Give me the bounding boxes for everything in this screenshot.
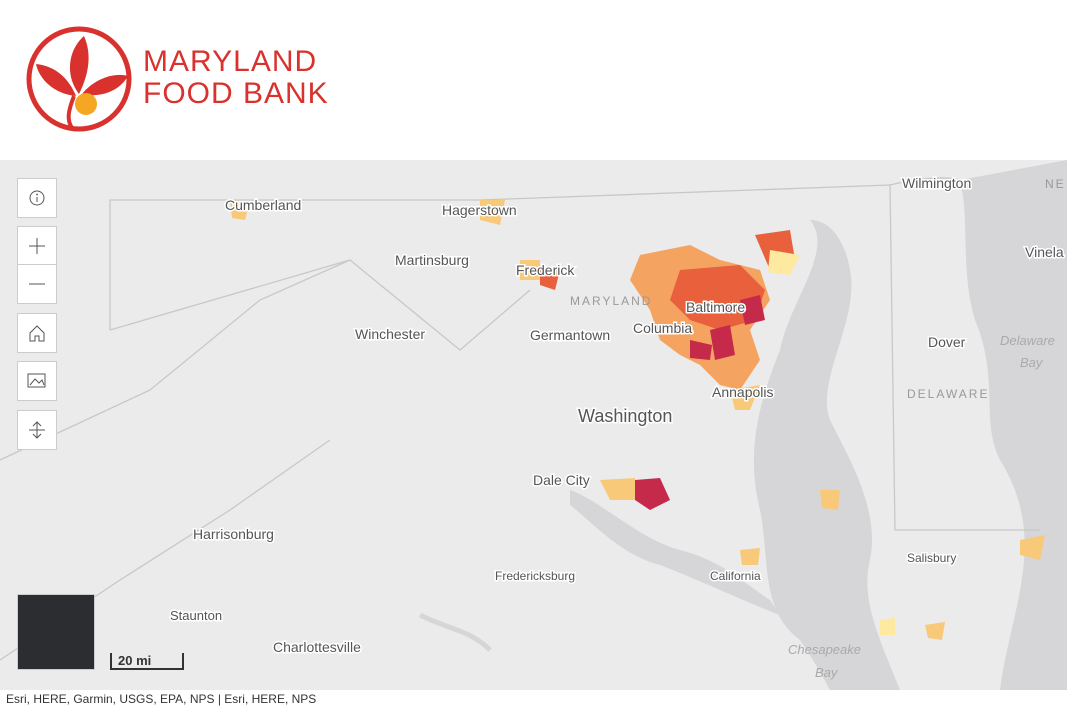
place-label: Cumberland	[225, 197, 301, 213]
locate-button[interactable]	[17, 410, 57, 450]
place-label: Annapolis	[712, 384, 774, 400]
place-label: Fredericksburg	[495, 569, 575, 583]
place-label: Frederick	[516, 262, 575, 278]
basemap-button[interactable]	[17, 361, 57, 401]
place-label: Winchester	[355, 326, 425, 342]
home-button[interactable]	[17, 313, 57, 353]
place-label: Vinela	[1025, 244, 1064, 260]
water-label: Bay	[1020, 355, 1044, 370]
place-label: Dale City	[533, 472, 590, 488]
place-label: Harrisonburg	[193, 526, 274, 542]
logo	[26, 26, 132, 132]
map[interactable]: Cumberland Hagerstown Martinsburg Freder…	[0, 160, 1067, 690]
map-labels: Cumberland Hagerstown Martinsburg Freder…	[169, 174, 1066, 681]
info-button[interactable]	[17, 178, 57, 218]
place-label: Germantown	[530, 327, 610, 343]
scale-bar: 20 mi	[110, 653, 184, 670]
place-label: Wilmington	[902, 175, 971, 191]
zoom-in-button[interactable]	[17, 226, 57, 264]
region-label: DELAWARE	[907, 387, 989, 401]
water-label: Chesapeake	[788, 642, 861, 657]
region-label: MARYLAND	[570, 294, 652, 308]
place-label: Charlottesville	[273, 639, 361, 655]
place-label: Staunton	[170, 608, 222, 623]
logo-text: FOOD BANK	[143, 77, 329, 110]
region-label: NE	[1045, 177, 1066, 191]
overview-map[interactable]	[17, 594, 95, 670]
zoom-out-button[interactable]	[17, 264, 57, 304]
water-label: Bay	[815, 665, 839, 680]
place-label: Dover	[928, 334, 966, 350]
logo-text: MARYLAND	[143, 45, 318, 78]
place-label: Salisbury	[907, 551, 956, 565]
place-label: Hagerstown	[442, 202, 517, 218]
place-label: Columbia	[633, 320, 692, 336]
place-label: Baltimore	[686, 299, 745, 315]
place-label: Washington	[578, 406, 672, 426]
water-label: Delaware	[1000, 333, 1055, 348]
attribution: Esri, HERE, Garmin, USGS, EPA, NPS | Esr…	[0, 690, 1067, 709]
place-label: California	[710, 569, 761, 583]
place-label: Martinsburg	[395, 252, 469, 268]
food-insecurity-areas	[230, 200, 1045, 640]
